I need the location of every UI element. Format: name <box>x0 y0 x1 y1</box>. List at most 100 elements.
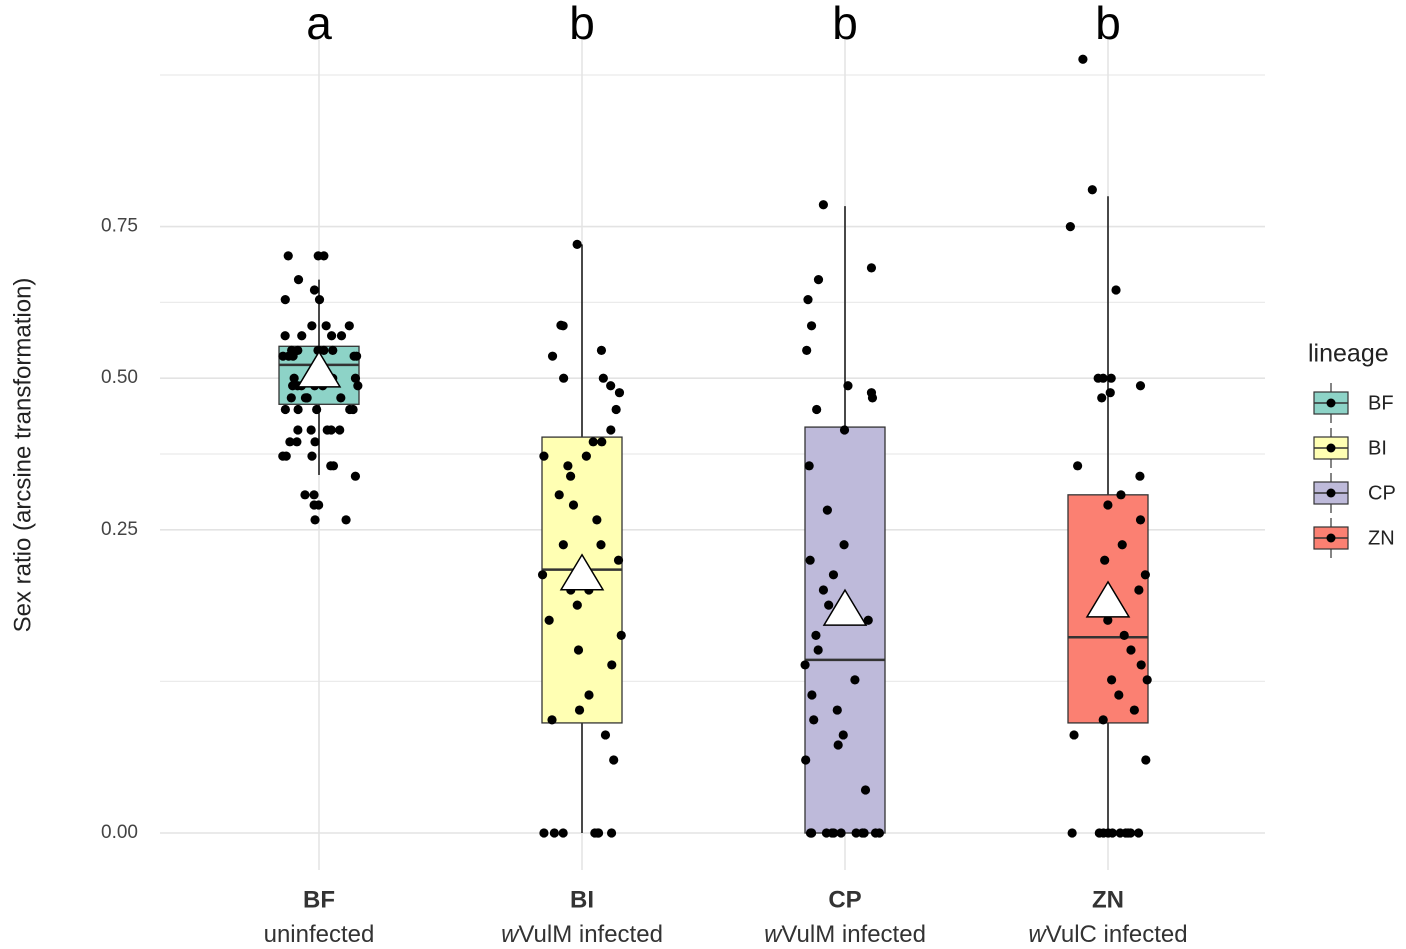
box-group <box>537 239 626 838</box>
data-point <box>572 600 582 610</box>
mean-marker <box>822 588 868 626</box>
box <box>804 426 886 834</box>
data-point <box>805 828 816 838</box>
data-point <box>802 345 812 355</box>
data-point <box>328 345 338 355</box>
data-point <box>283 251 293 261</box>
significance-letter: a <box>306 0 332 49</box>
data-point <box>813 645 823 655</box>
data-point <box>1129 705 1139 715</box>
box-group <box>278 251 363 525</box>
data-point <box>870 828 881 838</box>
data-point <box>350 373 361 383</box>
data-point <box>824 600 834 610</box>
data-point <box>843 381 853 391</box>
data-point <box>319 251 329 261</box>
data-point <box>1116 490 1126 500</box>
x-tick-sublabel: wVulC infected <box>1028 921 1187 948</box>
data-point <box>353 381 363 391</box>
data-point <box>838 730 848 740</box>
data-point <box>336 331 347 341</box>
data-point <box>1098 828 1109 838</box>
data-point <box>590 828 600 838</box>
x-tick-label: BF <box>303 886 335 913</box>
data-point <box>609 755 619 765</box>
data-point <box>866 263 877 273</box>
data-point <box>867 393 878 403</box>
data-point <box>1135 381 1146 391</box>
box-group <box>800 200 886 838</box>
y-tick-label: 0.00 <box>101 822 138 843</box>
data-point <box>292 437 302 447</box>
data-point <box>584 690 594 700</box>
data-point <box>839 540 849 550</box>
data-point <box>558 540 568 550</box>
y-tick-label: 0.25 <box>101 519 138 540</box>
data-point <box>310 515 320 525</box>
data-point <box>285 437 295 447</box>
data-point <box>606 381 616 391</box>
data-point <box>310 437 320 447</box>
y-tick-label: 0.50 <box>101 367 138 388</box>
data-point <box>1140 570 1150 580</box>
data-point <box>537 570 548 580</box>
data-point <box>1126 645 1136 655</box>
x-tick-sublabel: wVulM infected <box>501 921 663 948</box>
data-point <box>1114 690 1124 700</box>
data-point <box>611 404 621 415</box>
significance-letter: b <box>569 0 595 49</box>
data-point <box>804 461 814 471</box>
data-point <box>592 515 602 525</box>
data-point <box>1141 755 1151 765</box>
data-point <box>1097 393 1107 403</box>
data-point <box>606 425 616 435</box>
data-point <box>821 828 832 838</box>
legend-label: CP <box>1368 482 1396 504</box>
data-point <box>581 451 591 461</box>
data-point <box>1134 585 1144 595</box>
mean-marker <box>559 553 605 591</box>
data-point <box>598 373 608 383</box>
data-point <box>807 690 817 700</box>
x-tick-sublabel: uninfected <box>264 921 375 948</box>
data-point <box>309 500 319 510</box>
mean-marker <box>1085 580 1131 618</box>
data-point <box>614 388 625 398</box>
data-point <box>818 585 829 595</box>
data-point <box>309 285 320 295</box>
data-point <box>597 437 607 447</box>
data-point <box>1135 515 1146 525</box>
data-point <box>547 715 557 725</box>
data-point <box>1069 730 1079 740</box>
data-point <box>829 828 839 838</box>
data-point <box>813 275 824 285</box>
data-point <box>596 345 607 355</box>
data-point <box>607 660 617 670</box>
data-point <box>549 828 559 838</box>
data-point <box>306 425 316 435</box>
data-point <box>558 828 568 838</box>
legend-label: BI <box>1368 437 1387 459</box>
data-point <box>297 331 307 341</box>
data-point <box>284 351 294 361</box>
data-point <box>556 320 566 330</box>
data-point <box>314 295 325 305</box>
data-point <box>832 705 842 715</box>
legend-dot <box>1326 533 1336 543</box>
data-point <box>300 490 310 500</box>
data-point <box>312 404 322 415</box>
x-tick-label: BI <box>570 886 594 913</box>
data-point <box>554 490 564 500</box>
data-point <box>1098 715 1108 725</box>
data-point <box>596 540 606 550</box>
data-point <box>344 321 354 331</box>
data-point <box>302 393 312 403</box>
data-point <box>1100 555 1110 565</box>
grid <box>160 40 1265 870</box>
sublabel-text: VulM infected <box>781 921 926 948</box>
x-tick-label: ZN <box>1092 886 1124 913</box>
data-point <box>280 331 290 341</box>
data-point <box>1135 471 1145 481</box>
data-point <box>1136 660 1146 670</box>
